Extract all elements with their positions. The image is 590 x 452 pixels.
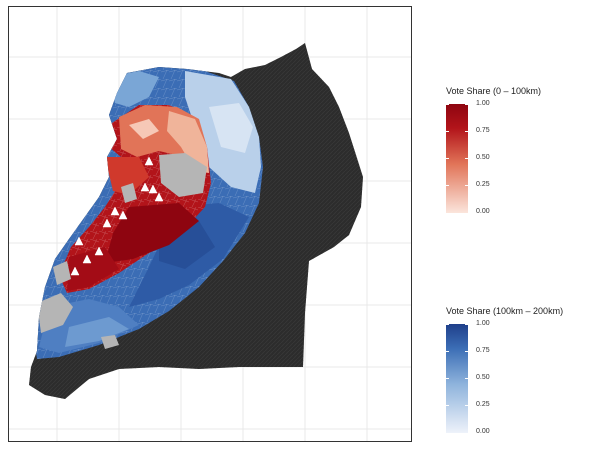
legend-near-tick-100: 1.00 (476, 100, 490, 107)
legend-far-tick-100: 1.00 (476, 320, 490, 327)
legend-far-tick-000: 0.00 (476, 428, 490, 435)
legend-near-tick-025: 0.25 (476, 181, 490, 188)
legend-far-tick-025: 0.25 (476, 401, 490, 408)
legend-near-tick-050: 0.50 (476, 154, 490, 161)
lake-markers (70, 156, 164, 276)
legend-near-title: Vote Share (0 – 100km) (446, 86, 542, 96)
legend-near-colorbar (446, 104, 468, 213)
legend-far-tick-050: 0.50 (476, 374, 490, 381)
choropleth-map (9, 7, 411, 441)
legend-near-tick-000: 0.00 (476, 208, 490, 215)
legend-far-tick-075: 0.75 (476, 347, 490, 354)
map-panel (8, 6, 412, 442)
missing-data (37, 153, 207, 349)
legend-far-colorbar (446, 324, 468, 433)
legend-near-tick-075: 0.75 (476, 127, 490, 134)
legend-near: Vote Share (0 – 100km) 1.00 0.75 0.50 0.… (446, 86, 541, 216)
legend-far: Vote Share (100km – 200km) 1.00 0.75 0.5… (446, 306, 563, 436)
legend-far-title: Vote Share (100km – 200km) (446, 306, 564, 316)
